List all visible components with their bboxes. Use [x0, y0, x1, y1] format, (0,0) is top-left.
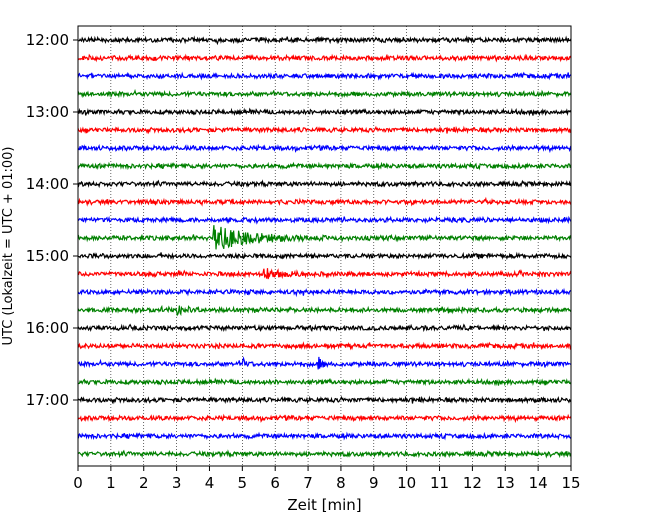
x-tick-label: 8 — [336, 474, 346, 492]
trace-row-1345 — [77, 161, 572, 171]
y-tick-label: 14:00 — [26, 175, 69, 193]
trace-row-1730 — [77, 431, 572, 441]
trace-row-1330 — [77, 143, 572, 154]
trace-row-1230 — [77, 71, 572, 81]
trace-row-1630 — [77, 356, 572, 370]
y-tick-label: 12:00 — [26, 31, 69, 49]
y-tick-label: 13:00 — [26, 103, 69, 121]
trace-row-1600 — [77, 323, 572, 333]
trace-row-1315 — [77, 125, 572, 135]
trace-row-1530 — [77, 287, 572, 298]
x-tick-label: 5 — [238, 474, 248, 492]
x-tick-label: 13 — [496, 474, 515, 492]
x-tick-label: 10 — [397, 474, 416, 492]
trace-row-1615 — [77, 341, 572, 351]
trace-row-1300 — [77, 107, 572, 117]
x-tick-label: 0 — [73, 474, 83, 492]
x-tick-label: 1 — [106, 474, 116, 492]
trace-row-1545 — [77, 304, 572, 317]
y-tick-label: 17:00 — [26, 391, 69, 409]
x-axis-title: Zeit [min] — [287, 496, 361, 514]
trace-row-1500 — [77, 251, 572, 261]
x-tick-label: 11 — [430, 474, 449, 492]
y-tick-label: 16:00 — [26, 319, 69, 337]
plot-frame — [77, 25, 572, 467]
x-tick-label: 7 — [303, 474, 313, 492]
trace-row-1700 — [77, 395, 572, 405]
x-tick-label: 12 — [463, 474, 482, 492]
trace-row-1745 — [77, 449, 572, 459]
x-tick-label: 15 — [561, 474, 580, 492]
grid-lines — [110, 26, 539, 466]
x-axis: 0 1 2 3 4 5 6 7 8 9 10 11 12 13 14 15 — [73, 466, 581, 492]
x-tick-label: 3 — [172, 474, 182, 492]
trace-row-1245 — [77, 88, 572, 99]
y-tick-label: 15:00 — [26, 247, 69, 265]
trace-row-1200 — [77, 35, 572, 46]
trace-row-1715 — [77, 413, 572, 424]
trace-group — [77, 35, 572, 459]
x-tick-label: 6 — [270, 474, 280, 492]
x-tick-label: 4 — [205, 474, 215, 492]
x-tick-label: 14 — [529, 474, 548, 492]
trace-row-1645 — [77, 377, 572, 387]
trace-row-1215 — [77, 53, 572, 63]
trace-row-1400 — [77, 179, 572, 189]
y-axis: 12:00 13:00 14:00 15:00 16:00 17:00 — [26, 31, 78, 409]
x-tick-label: 9 — [369, 474, 379, 492]
trace-row-1515 — [77, 268, 572, 280]
y-axis-title: UTC (Lokalzeit = UTC + 01:00) — [1, 147, 16, 346]
trace-row-1445 — [77, 225, 571, 250]
trace-row-1430 — [77, 215, 572, 225]
trace-row-1415 — [78, 196, 572, 207]
x-tick-label: 2 — [139, 474, 149, 492]
